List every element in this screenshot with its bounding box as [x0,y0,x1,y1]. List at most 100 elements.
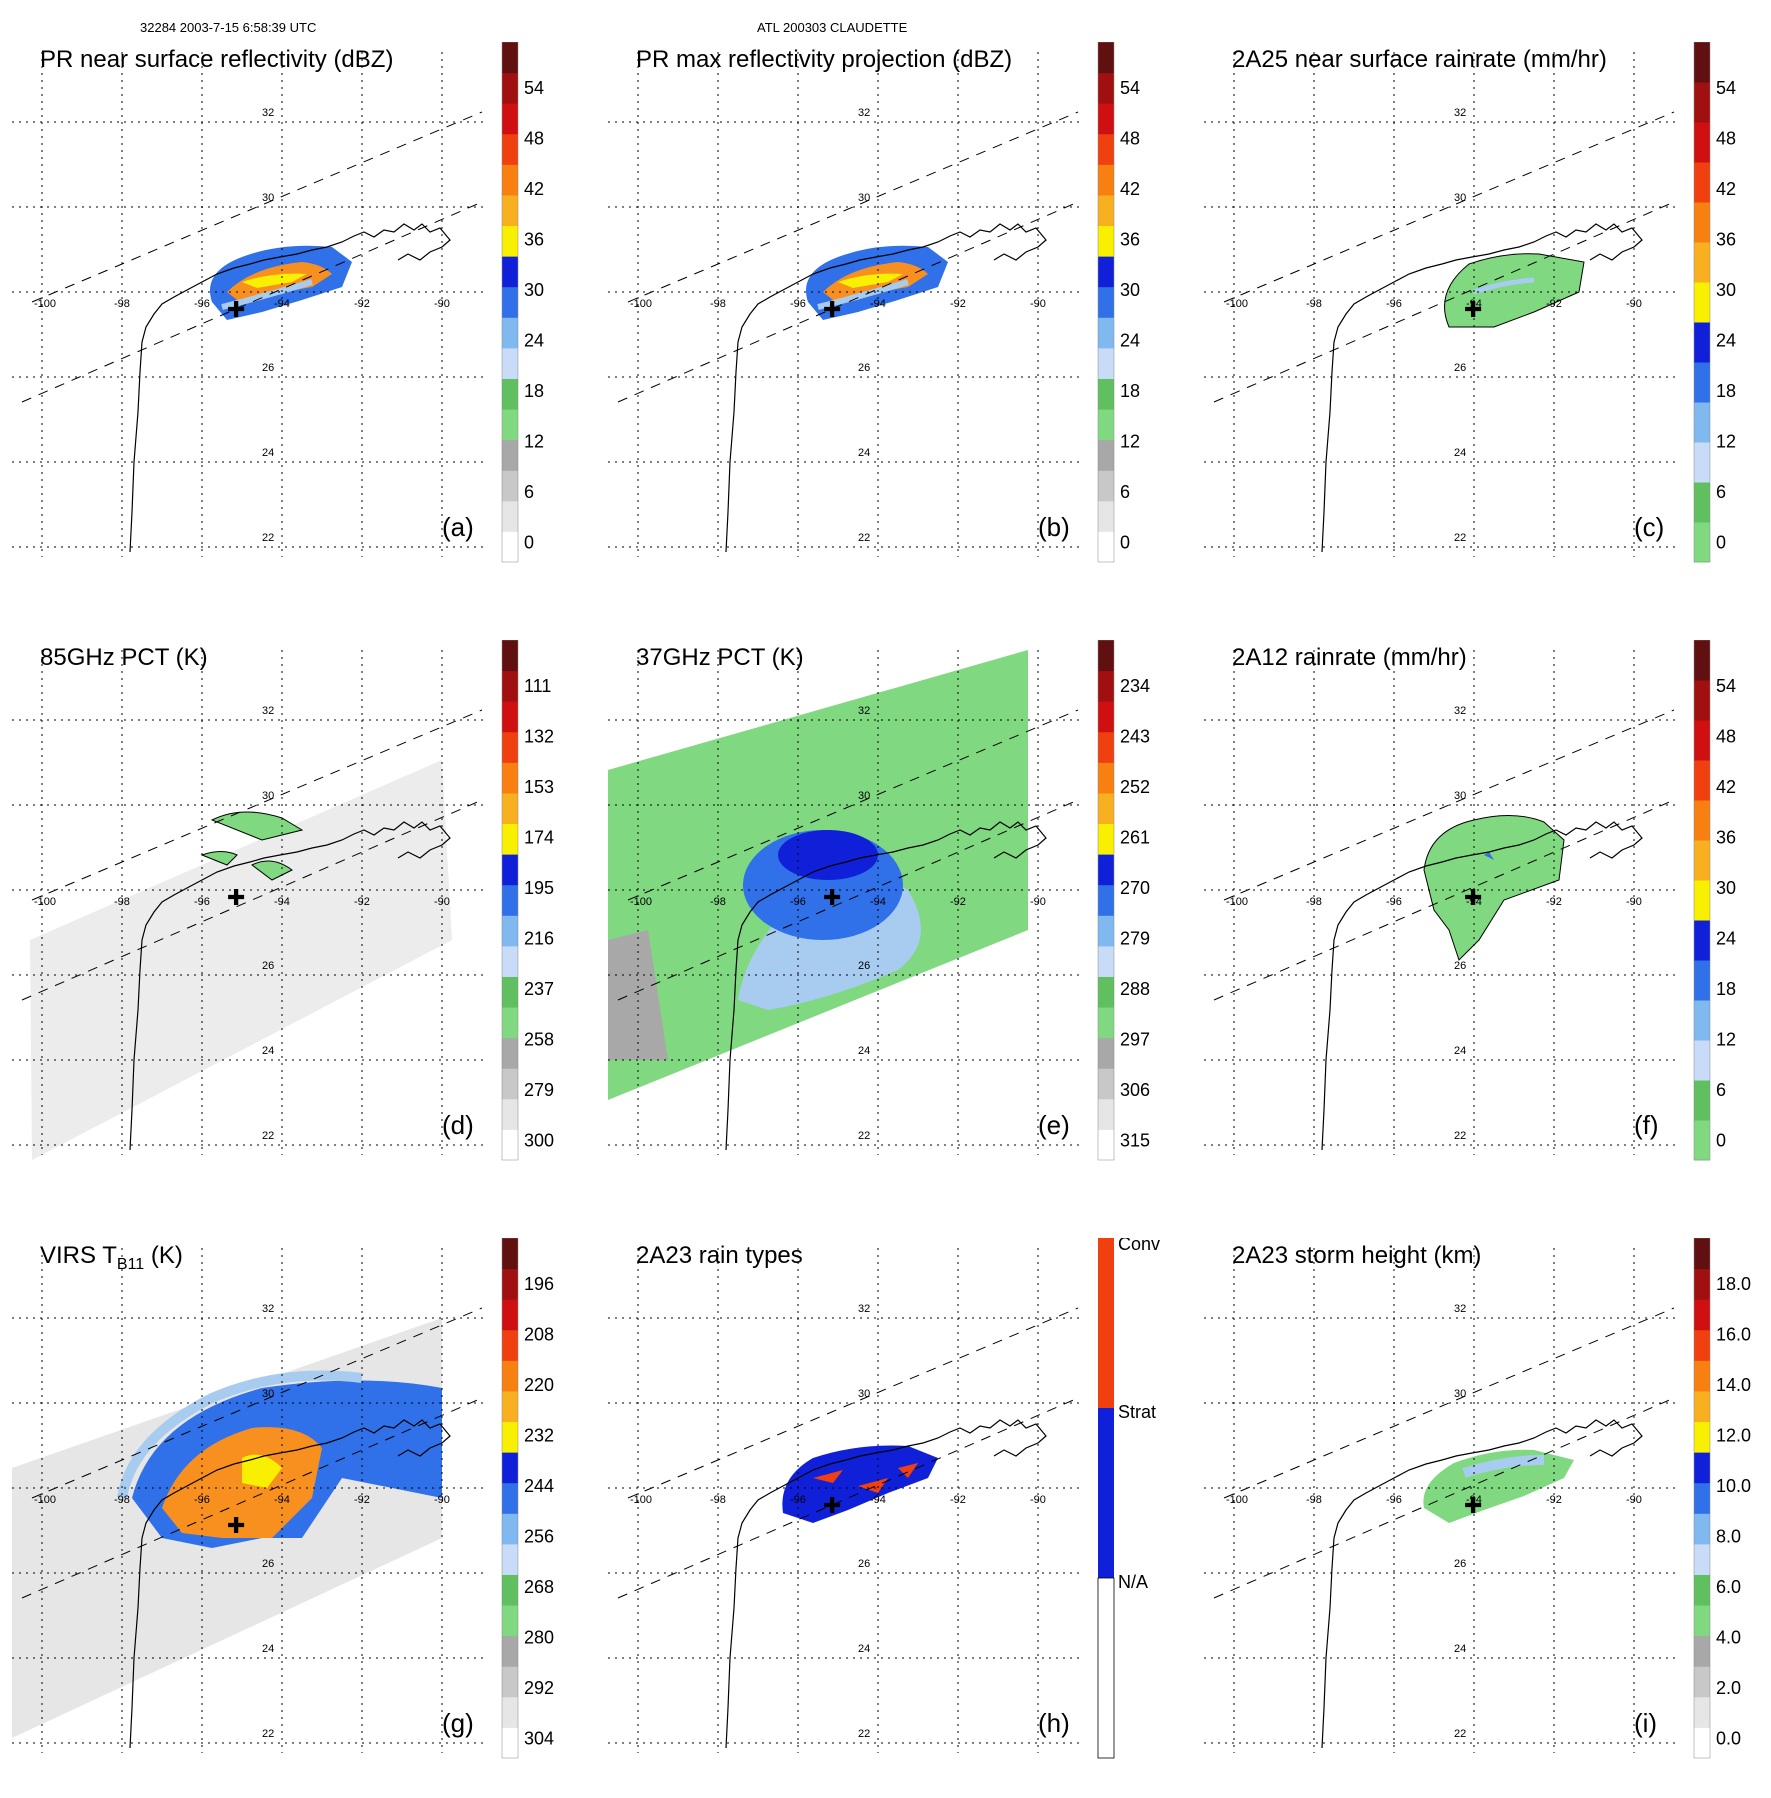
colorbar-tick: 256 [524,1526,554,1546]
rain-field [12,1318,442,1738]
colorbar-tick: 0 [1716,1130,1726,1150]
lat-lon-grid [608,52,1083,557]
colorbar-tick: 12 [1716,431,1736,451]
storm-center-marker: ✚ [227,1513,245,1538]
colorbar-tick: 243 [1120,726,1150,746]
colorbar-tick: 0 [1120,532,1130,552]
coastline [1321,223,1643,553]
lat-label: 30 [262,790,274,802]
lat-label: 30 [262,192,274,204]
colorbar-tick: 0 [1716,532,1726,552]
lon-label: -96 [1386,896,1402,908]
colorbar-b: 54 48 42 36 30 24 18 12 6 0 [1097,42,1140,563]
coastline [725,1419,1047,1749]
lat-label: 32 [1454,1303,1466,1315]
colorbar-tick: 300 [524,1130,554,1150]
colorbar-e: 234 243 252 261 270 279 288 297 306 315 [1097,640,1150,1161]
rain-field [30,760,452,1160]
panel-label: (c) [1634,512,1665,542]
colorbar-tick: 18 [1716,979,1736,999]
lat-lon-grid [12,52,487,557]
lon-label: -98 [114,298,130,310]
storm-center-marker: ✚ [823,1493,841,1518]
lon-label: -90 [434,896,450,908]
colorbar-g: 196 208 220 232 244 256 268 280 292 304 [501,1238,554,1759]
storm-center-marker: ✚ [1464,297,1482,322]
lat-label: 30 [262,1388,274,1400]
swath-edge-upper [31,1307,483,1499]
colorbar-tick: 280 [524,1627,554,1647]
lon-label: -94 [870,298,886,310]
lat-label: 32 [262,705,274,717]
swath-edge-lower [1213,799,1675,1001]
lat-label: 26 [262,362,274,374]
colorbar-tick: 18 [1716,381,1736,401]
panel-f: ✚ 32 30 26 24 22 -100 -98 -96 -94 -92 -90 54 48 42 36 30… [1204,640,1771,1200]
colorbar-tick: 237 [524,979,554,999]
swath-edge-lower [617,201,1079,403]
colorbar-f: 54 48 42 36 30 24 18 12 6 0 [1693,640,1736,1161]
lon-label: -92 [1546,1494,1562,1506]
panel-title: 2A12 rainrate (mm/hr) [1232,644,1467,671]
panel-label: (i) [1634,1708,1658,1738]
rain-field [782,1445,938,1523]
lat-label: 22 [858,532,870,544]
coastline [129,1419,451,1749]
coastline [1321,821,1643,1151]
lat-lon-grid [12,650,487,1155]
colorbar-tick: Strat [1118,1402,1156,1422]
panel-g: ✚ 32 30 26 24 22 -100 -98 -96 -94 -92 -90 196 208 220 2… [12,1238,592,1798]
lon-label: -98 [710,896,726,908]
lon-label: -92 [950,1494,966,1506]
lat-label: 24 [1454,1643,1466,1655]
colorbar-tick: 30 [1120,280,1140,300]
colorbar-tick: 315 [1120,1130,1150,1150]
colorbar-tick: 292 [524,1678,554,1698]
colorbar-tick: 234 [1120,676,1150,696]
panel-title: 2A23 storm height (km) [1232,1242,1482,1269]
lat-label: 30 [858,192,870,204]
colorbar-tick: 270 [1120,878,1150,898]
lat-label: 30 [1454,790,1466,802]
panel-label: (f) [1634,1110,1659,1140]
colorbar-tick: 261 [1120,827,1150,847]
colorbar-tick: 174 [524,827,554,847]
lon-label: -92 [354,1494,370,1506]
swath-edge-upper [31,111,483,303]
lon-label: -90 [1626,1494,1642,1506]
lat-label: 32 [1454,705,1466,717]
map-g: ✚ 32 30 26 24 22 -100 -98 -96 -94 -92 -90 196 208 220 2… [12,1238,554,1759]
lon-label: -90 [1626,298,1642,310]
colorbar-tick: 54 [1716,676,1736,696]
colorbar-tick: 54 [1120,78,1140,98]
colorbar-tick: 6.0 [1716,1577,1741,1597]
colorbar-tick: 24 [1716,330,1736,350]
coastline [725,223,1047,553]
lon-label: -96 [790,896,806,908]
colorbar-tick: 279 [524,1080,554,1100]
colorbar-tick: 6 [1120,482,1130,502]
storm-center-marker: ✚ [823,297,841,322]
map-i: ✚ 32 30 26 24 22 -100 -98 -96 -94 -92 -90 18.0 16.0 14… [1204,1238,1751,1759]
storm-center-marker: ✚ [1464,1493,1482,1518]
lat-lon-grid [608,1248,1083,1753]
storm-center-marker: ✚ [227,297,245,322]
lat-label: 32 [858,107,870,119]
colorbar-tick: 12 [1716,1029,1736,1049]
lon-label: -90 [1626,896,1642,908]
lat-label: 22 [1454,1728,1466,1740]
swath-edge-upper [1223,111,1675,303]
colorbar-tick: 288 [1120,979,1150,999]
colorbar-tick: 36 [524,229,544,249]
lat-label: 26 [262,960,274,972]
lat-label: 26 [1454,960,1466,972]
panel-a: ✚ 32 30 26 24 22 -100 -98 -96 -94 -92 -90 54 48 42 36 30… [12,42,592,602]
lon-label: -94 [274,1494,290,1506]
colorbar-tick: 258 [524,1029,554,1049]
panel-label: (d) [442,1110,474,1140]
colorbar-tick: 2.0 [1716,1678,1741,1698]
lat-lon-grid [1204,1248,1679,1753]
lat-label: 24 [262,1045,274,1057]
